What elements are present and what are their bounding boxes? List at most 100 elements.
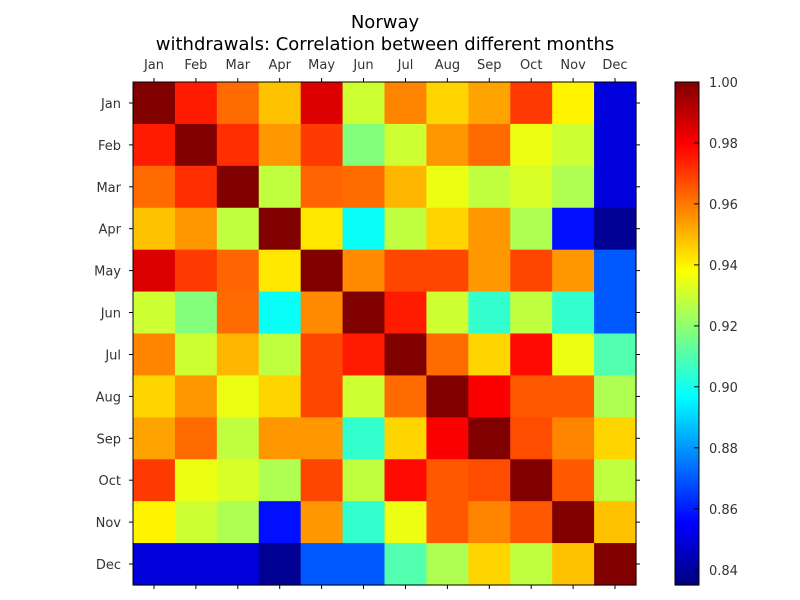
colorbar-segment [675, 547, 699, 551]
colorbar-segment [675, 353, 699, 357]
colorbar-segment [675, 341, 699, 345]
heatmap-cell-apr-aug [426, 207, 469, 251]
heatmap-cell-apr-apr [258, 207, 302, 251]
colorbar-segment [675, 376, 699, 380]
colorbar-segment [675, 532, 699, 536]
colorbar-segment [675, 167, 699, 171]
colorbar-segment [675, 313, 699, 317]
colorbar-segment [675, 149, 699, 154]
heatmap-cell-jan-feb [174, 82, 218, 125]
colorbar-segment [675, 263, 699, 267]
colorbar-segment [675, 293, 699, 297]
heatmap-cell-aug-jan [133, 375, 176, 418]
colorbar-segment [675, 378, 699, 382]
axis-ticks: Jan Jan Feb Feb Mar Mar Apr Apr May May Jun Jun Jul J… [94, 58, 640, 589]
heatmap-cell-apr-jun [342, 207, 386, 251]
colorbar-segment [675, 97, 699, 101]
heatmap-cell-jun-jul [384, 291, 428, 335]
colorbar-segment [675, 177, 699, 181]
colorbar-segment [675, 371, 699, 375]
colorbar-segment [675, 295, 699, 299]
colorbar-segment [675, 419, 699, 423]
heatmap-cell-sep-mar [216, 417, 260, 460]
heatmap-cell-may-dec [594, 249, 637, 293]
colorbar-segment [675, 275, 699, 279]
y-tick-label-jul: Jul [104, 349, 121, 364]
colorbar-tick-label: 0.84 [709, 564, 738, 579]
colorbar-segment [675, 280, 699, 284]
colorbar-tick-label: 0.86 [709, 503, 738, 518]
heatmap-cell-mar-oct [510, 165, 553, 209]
colorbar-segment [675, 330, 699, 335]
colorbar-tick-label: 0.98 [709, 137, 738, 152]
heatmap-cell-apr-oct [510, 207, 553, 251]
colorbar-segment [675, 137, 699, 141]
colorbar-segment [675, 361, 699, 365]
heatmap-cell-dec-jul [384, 543, 428, 586]
colorbar-frame [674, 81, 700, 586]
colorbar-segment [675, 554, 699, 558]
colorbar-segment [675, 356, 699, 360]
colorbar-tick-label: 0.94 [709, 259, 738, 274]
heatmap-cell-sep-oct [510, 417, 553, 460]
colorbar-segment [675, 159, 699, 164]
colorbar-segment [675, 504, 699, 508]
heatmap-cell-jun-jan [133, 291, 176, 335]
colorbar-segment [675, 124, 699, 128]
colorbar-segment [675, 466, 699, 470]
heatmap-cell-sep-dec [594, 417, 637, 460]
heatmap-cell-jun-apr [258, 291, 302, 335]
heatmap-cell-nov-may [300, 501, 344, 544]
colorbar-segment [675, 157, 699, 161]
colorbar-segment [675, 152, 699, 156]
colorbar-segment [675, 107, 699, 111]
colorbar-segment [675, 552, 699, 556]
y-tick-label-may: May [94, 265, 121, 280]
heatmap-cell-feb-apr [258, 123, 302, 167]
heatmap-cell-nov-mar [216, 501, 260, 544]
heatmap-cell-feb-oct [510, 123, 553, 167]
heatmap-cell-sep-may [300, 417, 344, 460]
heatmap-cell-dec-feb [174, 543, 218, 586]
heatmap-cell-mar-jun [342, 165, 386, 209]
heatmap-cell-may-feb [174, 249, 218, 293]
heatmap-cell-sep-feb [174, 417, 218, 460]
colorbar-segment [675, 537, 699, 541]
heatmap-cell-nov-aug [426, 501, 469, 544]
colorbar-segment [675, 265, 699, 269]
colorbar-segment [675, 270, 699, 274]
x-tick-label-top-nov: Nov [560, 58, 586, 73]
heatmap-cell-oct-dec [594, 459, 637, 502]
heatmap-cell-feb-mar [216, 123, 260, 167]
colorbar-segment [675, 542, 699, 546]
heatmap-cell-jun-dec [594, 291, 637, 335]
colorbar-segment [675, 464, 699, 468]
colorbar-segment [675, 104, 699, 108]
colorbar-segment [675, 142, 699, 146]
colorbar-segment [675, 368, 699, 372]
colorbar-segment [675, 129, 699, 133]
heatmap-cell-nov-nov [552, 501, 595, 544]
colorbar-segment [675, 451, 699, 455]
colorbar-segment [675, 527, 699, 531]
heatmap-cell-jul-dec [594, 333, 637, 377]
colorbar-segment [675, 391, 699, 395]
heatmap-cell-apr-sep [468, 207, 511, 251]
colorbar-segment [675, 185, 699, 189]
x-tick-label-top-aug: Aug [435, 58, 460, 73]
x-tick-label-top-jan: Jan [143, 58, 164, 73]
heatmap-cell-mar-mar [216, 165, 260, 209]
colorbar-segment [675, 549, 699, 553]
colorbar-segment [675, 134, 699, 138]
colorbar-segment [675, 582, 699, 586]
heatmap-cell-jul-feb [174, 333, 218, 377]
heatmap-cell-jan-jun [342, 82, 386, 125]
heatmap-cell-aug-mar [216, 375, 260, 418]
heatmap-cell-jun-feb [174, 291, 218, 335]
heatmap-cell-jun-jun [342, 291, 386, 335]
heatmap-cell-aug-dec [594, 375, 637, 418]
colorbar-segment [675, 303, 699, 307]
heatmap-cell-jul-nov [552, 333, 595, 377]
colorbar-segment [675, 172, 699, 176]
colorbar-segment [675, 484, 699, 488]
